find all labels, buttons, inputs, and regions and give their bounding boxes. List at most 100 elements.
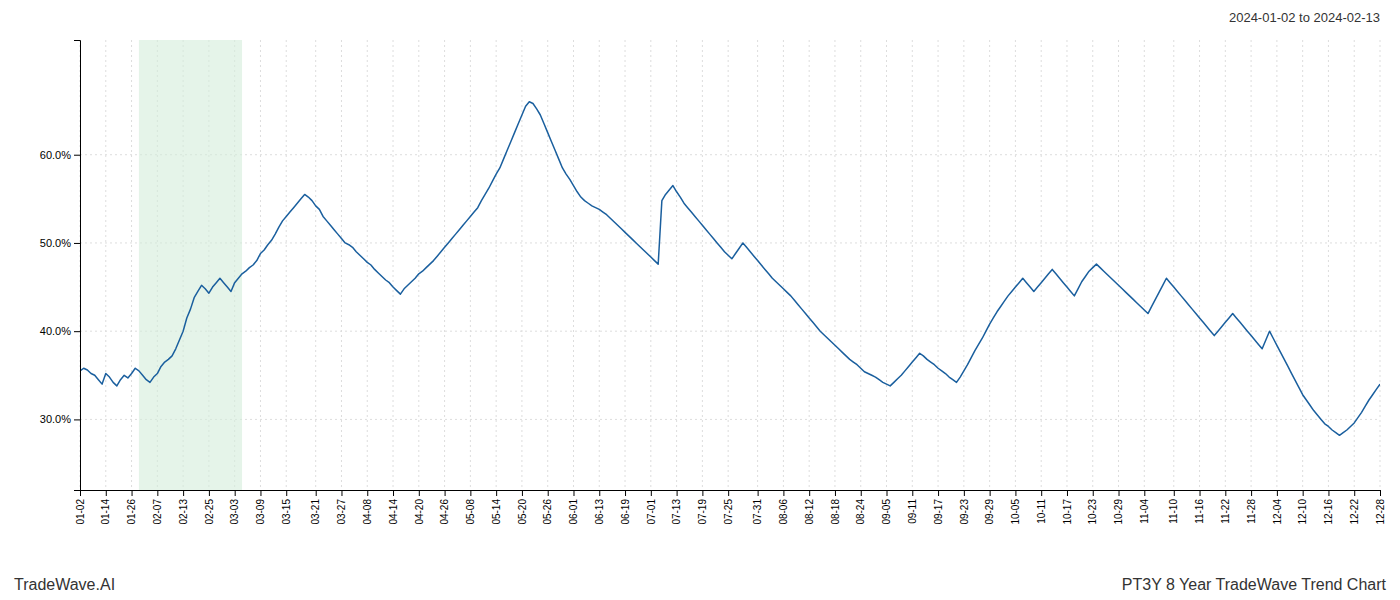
- y-tick: 30.0%: [40, 413, 80, 425]
- x-tick-mark: [1354, 490, 1355, 496]
- x-tick-mark: [1015, 490, 1016, 496]
- y-tick-label: 50.0%: [40, 237, 71, 249]
- chart-container: 01-0201-1401-2602-0702-1302-2503-0303-09…: [0, 0, 1400, 600]
- x-tick: 03-09: [255, 490, 266, 525]
- x-tick-mark: [341, 490, 342, 496]
- x-tick-mark: [1119, 490, 1120, 496]
- grid-line-x: [599, 40, 600, 490]
- x-tick-mark: [912, 490, 913, 496]
- grid-line-x: [783, 40, 784, 490]
- x-tick-label: 03-15: [281, 499, 292, 525]
- grid-line-x: [286, 40, 287, 490]
- x-tick-mark: [209, 490, 210, 496]
- chart-svg: 01-0201-1401-2602-0702-1302-2503-0303-09…: [0, 0, 1400, 600]
- x-tick-label: 11-16: [1194, 499, 1205, 524]
- x-tick-label: 08-18: [830, 499, 841, 525]
- grid-line-x: [1173, 40, 1174, 490]
- x-tick: 01-02: [75, 490, 86, 525]
- x-tick-label: 11-10: [1168, 499, 1179, 524]
- x-tick: 08-24: [855, 490, 866, 525]
- y-tick: 60.0%: [40, 149, 80, 161]
- grid-line-x: [1144, 40, 1145, 490]
- x-tick-mark: [235, 490, 236, 496]
- grid-line-x: [702, 40, 703, 490]
- x-tick-mark: [183, 490, 184, 496]
- x-tick-mark: [887, 490, 888, 496]
- x-tick: 05-14: [491, 490, 502, 525]
- x-tick-mark: [728, 490, 729, 496]
- x-tick-label: 07-25: [723, 499, 734, 525]
- x-tick-mark: [157, 490, 158, 496]
- x-tick-label: 07-31: [752, 499, 763, 525]
- grid-line-x: [1092, 40, 1093, 490]
- x-tick: 01-26: [126, 490, 137, 525]
- grid-line-x: [1302, 40, 1303, 490]
- x-tick: 11-10: [1168, 490, 1179, 524]
- x-tick: 02-25: [204, 490, 215, 525]
- x-tick: 03-27: [336, 490, 347, 525]
- x-tick: 10-17: [1062, 490, 1073, 525]
- x-tick-mark: [260, 490, 261, 496]
- y-tick: 40.0%: [40, 325, 80, 337]
- grid-line-x: [1118, 40, 1119, 490]
- x-tick: 05-26: [542, 490, 553, 525]
- x-tick: 04-26: [439, 490, 450, 525]
- x-tick-label: 05-08: [465, 499, 476, 525]
- x-tick: 07-31: [752, 490, 763, 525]
- x-axis-line: [81, 491, 1381, 497]
- x-tick-mark: [809, 490, 810, 496]
- x-tick-label: 09-11: [907, 499, 918, 524]
- grid-line-y: [80, 242, 1380, 243]
- x-tick: 04-20: [414, 490, 425, 525]
- x-tick-mark: [1251, 490, 1252, 496]
- grid-line-x: [809, 40, 810, 490]
- grid-line-x: [1199, 40, 1200, 490]
- grid-line-x: [496, 40, 497, 490]
- x-tick-mark: [573, 490, 574, 496]
- x-tick-label: 09-17: [933, 499, 944, 525]
- grid-line-x: [418, 40, 419, 490]
- grid-line-x: [757, 40, 758, 490]
- x-tick-label: 10-05: [1010, 499, 1021, 525]
- x-tick-label: 08-06: [778, 499, 789, 525]
- grid-line-x: [650, 40, 651, 490]
- grid-line-x: [105, 40, 106, 490]
- y-tick: 50.0%: [40, 237, 80, 249]
- y-tick-mark: [74, 331, 80, 332]
- x-tick: 02-13: [178, 490, 189, 525]
- x-tick-mark: [548, 490, 549, 496]
- x-tick: 12-22: [1349, 490, 1360, 525]
- y-tick-mark: [74, 419, 80, 420]
- x-tick-label: 12-16: [1323, 499, 1334, 525]
- x-tick-label: 08-12: [804, 499, 815, 525]
- x-tick-mark: [783, 490, 784, 496]
- x-tick-mark: [367, 490, 368, 496]
- x-tick-label: 04-26: [439, 499, 450, 525]
- x-tick: 03-03: [229, 490, 240, 525]
- grid-line-x: [393, 40, 394, 490]
- x-tick: 07-01: [646, 490, 657, 525]
- x-tick-mark: [938, 490, 939, 496]
- x-tick: 09-23: [959, 490, 970, 525]
- grid-line-x: [131, 40, 132, 490]
- x-tick-label: 04-14: [388, 499, 399, 525]
- x-tick-mark: [1303, 490, 1304, 496]
- x-tick-label: 07-13: [671, 499, 682, 525]
- x-tick: 11-04: [1139, 490, 1150, 524]
- x-tick-label: 07-19: [697, 499, 708, 525]
- x-tick: 08-12: [804, 490, 815, 525]
- x-axis: 01-0201-1401-2602-0702-1302-2503-0303-09…: [75, 490, 1386, 525]
- subtitle: 2024-01-02 to 2024-02-13: [1229, 10, 1380, 25]
- grid-line-x: [315, 40, 316, 490]
- x-tick-label: 12-28: [1375, 499, 1386, 525]
- grid-line-x: [444, 40, 445, 490]
- x-tick-mark: [1174, 490, 1175, 496]
- x-tick-mark: [393, 490, 394, 496]
- x-tick: 06-01: [568, 490, 579, 525]
- x-tick: 10-29: [1113, 490, 1124, 525]
- grid-line-x: [938, 40, 939, 490]
- x-tick: 10-05: [1010, 490, 1021, 525]
- title: PT3Y 8 Year TradeWave Trend Chart: [1122, 576, 1387, 593]
- x-tick-mark: [1225, 490, 1226, 496]
- x-tick-mark: [758, 490, 759, 496]
